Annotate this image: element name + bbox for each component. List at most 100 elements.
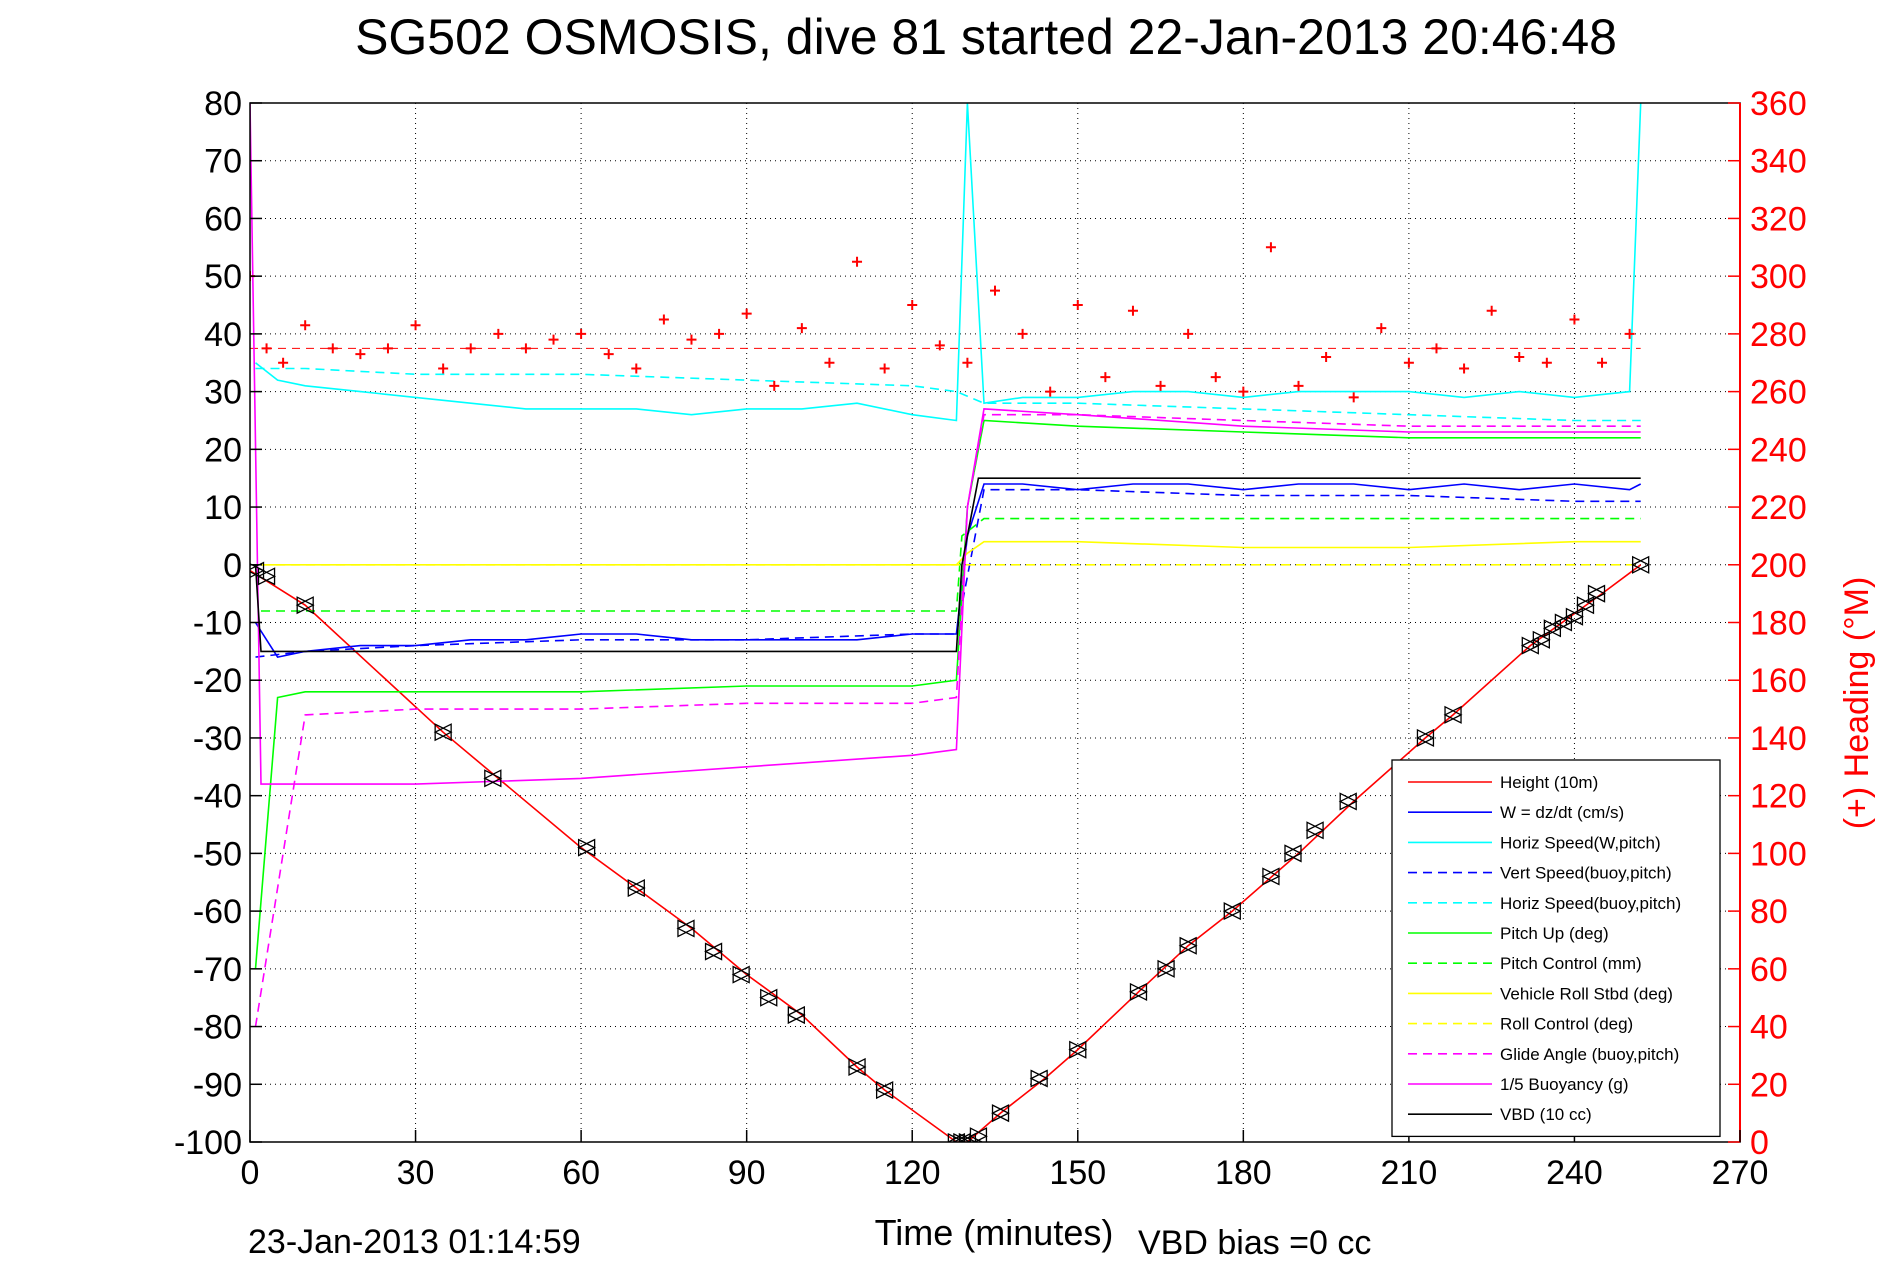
y-axis-left: 80 70 60 50 40 30 20 10 0 -10 -20 -30 -40 -50 -60 -70 -8…	[174, 85, 262, 1162]
legend-entry: Vert Speed(buoy,pitch)	[1500, 864, 1672, 883]
legend-entry: Horiz Speed(buoy,pitch)	[1500, 894, 1681, 913]
y-right-tick-label: 120	[1750, 778, 1807, 816]
heading-point	[1045, 386, 1056, 397]
dive-marker	[875, 1080, 895, 1100]
heading-point	[278, 357, 289, 368]
heading-point	[824, 357, 835, 368]
heading-point	[1597, 357, 1608, 368]
heading-point	[1072, 300, 1083, 311]
dive-marker	[1305, 821, 1325, 840]
heading-point	[493, 328, 504, 339]
dive-marker	[957, 1132, 977, 1142]
dive-marker	[991, 1104, 1010, 1123]
heading-point	[631, 363, 642, 374]
dive-marker	[968, 1127, 988, 1142]
y-right-tick-label: 0	[1750, 1124, 1769, 1162]
x-tick-label: 270	[1712, 1154, 1769, 1192]
heading-point	[576, 328, 587, 339]
y-right-tick-label: 100	[1750, 835, 1807, 873]
y-tick-label: 60	[204, 200, 242, 238]
heading-point	[1459, 363, 1470, 374]
y-tick-label: -60	[193, 893, 242, 931]
y-tick-label: -40	[193, 778, 242, 816]
y-right-tick-label: 180	[1750, 605, 1807, 643]
dive-marker	[952, 1132, 972, 1142]
heading-point	[520, 343, 531, 354]
dive-marker	[1415, 728, 1435, 747]
y-right-tick-label: 140	[1750, 720, 1807, 758]
legend-entry: Glide Angle (buoy,pitch)	[1500, 1045, 1679, 1064]
y-tick-label: -90	[193, 1066, 242, 1104]
dive-marker	[577, 838, 597, 857]
series-line-1	[254, 483, 1642, 658]
heading-point	[1155, 380, 1166, 391]
series-line-7	[261, 540, 1641, 566]
dive-marker	[704, 942, 724, 961]
y-tick-label: 10	[204, 489, 242, 527]
dive-marker	[295, 596, 315, 615]
plot-area	[250, 103, 1651, 1142]
dive-marker	[1261, 867, 1281, 886]
heading-point	[410, 320, 421, 331]
heading-point	[327, 343, 338, 354]
y-tick-label: 40	[204, 316, 242, 354]
footer-vbd-bias: VBD bias =0 cc	[1138, 1224, 1371, 1262]
heading-point	[658, 314, 669, 325]
dive-marker	[257, 567, 277, 586]
chart-title: SG502 OSMOSIS, dive 81 started 22-Jan-20…	[355, 9, 1617, 65]
heading-point	[907, 300, 918, 311]
y-tick-label: -100	[174, 1124, 242, 1162]
heading-point	[1265, 242, 1276, 253]
heading-point	[1017, 328, 1028, 339]
heading-point	[548, 334, 559, 345]
y-tick-label: 20	[204, 431, 242, 469]
y-right-tick-label: 320	[1750, 200, 1807, 238]
heading-point	[300, 320, 311, 331]
series-line-10	[250, 103, 1641, 785]
series-line-0	[250, 564, 1642, 1142]
heading-point	[1348, 392, 1359, 403]
legend-entry: Vehicle Roll Stbd (deg)	[1500, 984, 1673, 1003]
y-tick-label: -50	[193, 835, 242, 873]
dive-marker	[847, 1057, 867, 1077]
dive-marker	[1156, 959, 1176, 978]
x-tick-label: 30	[397, 1154, 435, 1192]
y-axis-right: 3603403203002802602402202001801601401201…	[1728, 85, 1807, 1162]
y-tick-label: 70	[204, 143, 242, 181]
heading-point	[686, 334, 697, 345]
heading-point	[852, 256, 863, 267]
heading-point	[1431, 343, 1442, 354]
series-line-2	[255, 103, 1642, 422]
heading-point	[1514, 351, 1525, 362]
heading-point	[962, 357, 973, 368]
y-right-tick-label: 160	[1750, 662, 1807, 700]
y-right-tick-label: 60	[1750, 951, 1788, 989]
dive-marker	[1068, 1040, 1088, 1059]
legend-entry: Pitch Up (deg)	[1500, 924, 1609, 943]
dive-marker	[1631, 555, 1651, 574]
y-right-tick-label: 20	[1750, 1066, 1788, 1104]
y-axis-right-label: (+) Heading (°M)	[1838, 577, 1876, 830]
y-right-tick-label: 360	[1750, 85, 1807, 123]
y-tick-label: -30	[193, 720, 242, 758]
dive-marker	[1029, 1069, 1049, 1088]
y-right-tick-label: 220	[1750, 489, 1807, 527]
dive-marker	[1222, 902, 1242, 921]
legend-entry: 1/5 Buoyancy (g)	[1500, 1075, 1629, 1094]
heading-point	[1541, 357, 1552, 368]
y-right-tick-label: 340	[1750, 143, 1807, 181]
legend: Height (10m) W = dz/dt (cm/s) Horiz Speed(…	[1391, 759, 1721, 1138]
dive-marker	[1564, 607, 1584, 626]
heading-point	[261, 343, 272, 354]
dive-marker	[1587, 584, 1606, 603]
heading-point	[382, 343, 393, 354]
x-tick-label: 150	[1049, 1154, 1106, 1192]
x-tick-label: 90	[728, 1154, 766, 1192]
x-tick-label: 60	[562, 1154, 600, 1192]
heading-point	[603, 349, 614, 360]
series-line-3	[255, 488, 1641, 658]
y-tick-label: 80	[204, 85, 242, 123]
dive-marker	[731, 965, 751, 984]
heading-point	[934, 340, 945, 351]
